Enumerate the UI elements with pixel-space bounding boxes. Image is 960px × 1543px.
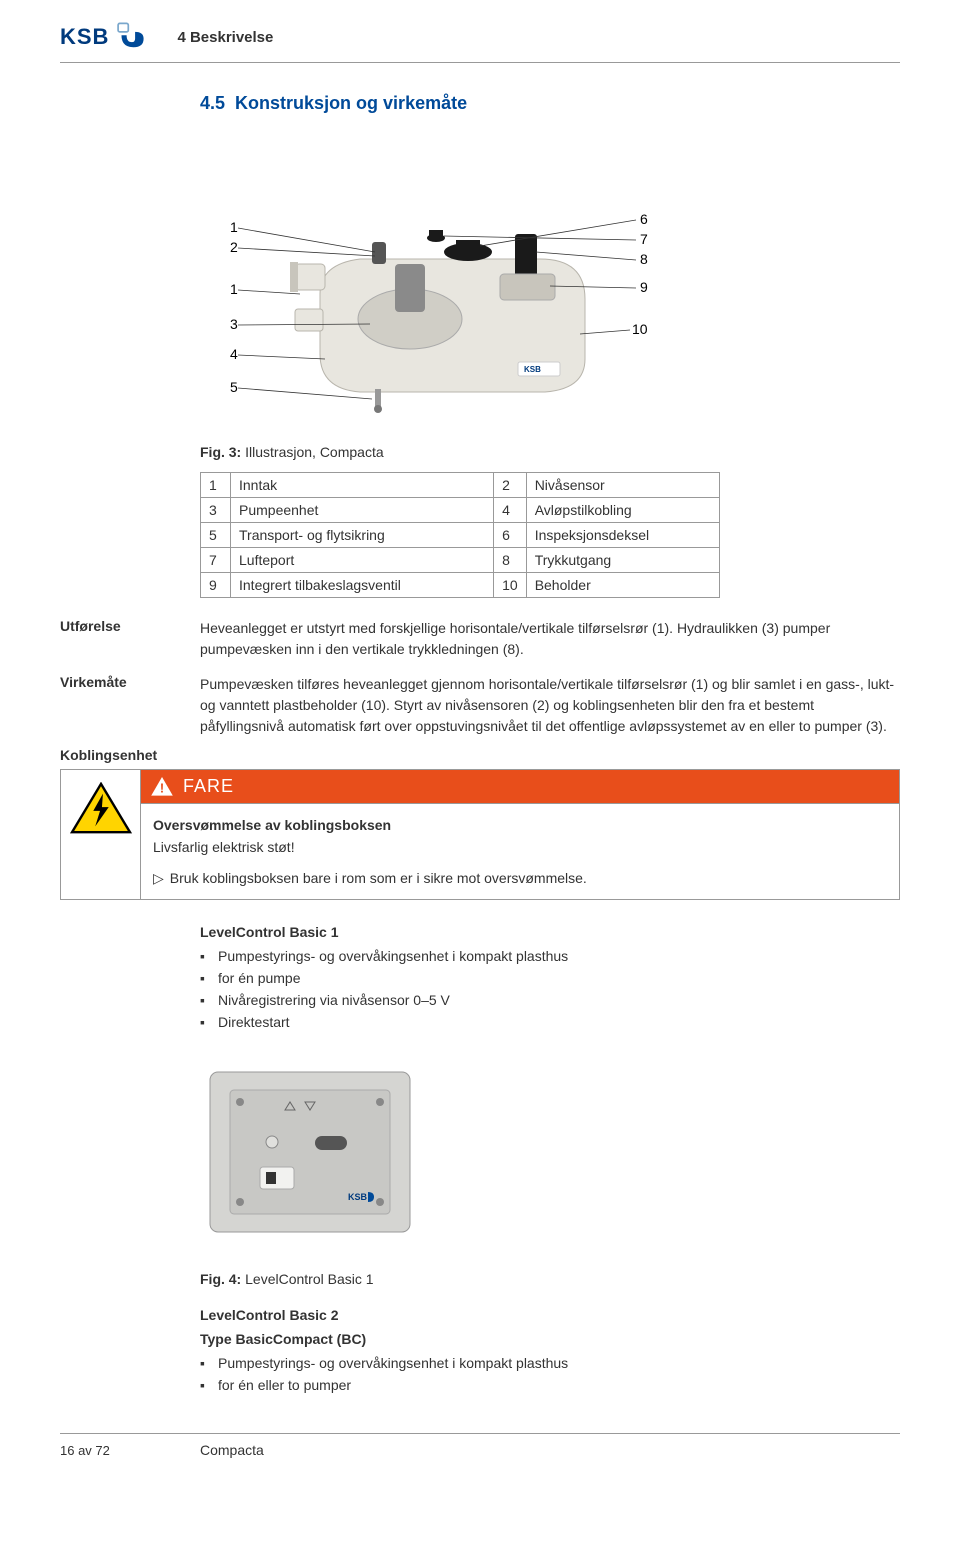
parts-table: 1Inntak2Nivåsensor 3Pumpeenhet4Avløpstilk… — [200, 472, 720, 598]
hazard-box: ! FARE Oversvømmelse av koblingsboksen L… — [60, 769, 900, 900]
pump-diagram: KSB 1 2 1 3 4 5 6 7 8 9 10 — [200, 134, 680, 434]
svg-text:9: 9 — [640, 279, 648, 295]
list-item: Pumpestyrings- og overvåkingsenhet i kom… — [200, 1355, 900, 1371]
part-number: 10 — [494, 573, 527, 598]
hazard-banner-text: FARE — [183, 776, 234, 797]
control-box-illustration: KSB — [200, 1062, 420, 1242]
logo-icon — [113, 20, 147, 54]
svg-text:!: ! — [160, 780, 164, 795]
footer-doc: Compacta — [200, 1442, 264, 1458]
hazard-action-text: Bruk koblingsboksen bare i rom som er i … — [170, 870, 587, 886]
svg-text:3: 3 — [230, 316, 238, 332]
svg-text:1: 1 — [230, 219, 238, 235]
svg-text:5: 5 — [230, 379, 238, 395]
svg-text:8: 8 — [640, 251, 648, 267]
figure4-text: LevelControl Basic 1 — [245, 1271, 373, 1287]
figure-caption: Fig. 3: Illustrasjon, Compacta — [200, 444, 900, 460]
list-item: for én pumpe — [200, 970, 900, 986]
hazard-banner: ! FARE — [141, 770, 899, 803]
figure4-prefix: Fig. 4: — [200, 1271, 241, 1287]
figure-text: Illustrasjon, Compacta — [245, 444, 384, 460]
lc1-bullet-list: Pumpestyrings- og overvåkingsenhet i kom… — [200, 948, 900, 1030]
hazard-subtitle: Livsfarlig elektrisk støt! — [153, 836, 887, 858]
svg-text:KSB: KSB — [524, 365, 541, 374]
section-heading: 4.5 Konstruksjon og virkemåte — [200, 93, 900, 114]
ksb-logo: KSB — [60, 20, 147, 54]
part-number: 8 — [494, 548, 527, 573]
svg-text:4: 4 — [230, 346, 238, 362]
svg-text:6: 6 — [640, 211, 648, 227]
section-number: 4.5 — [200, 93, 225, 113]
part-name: Transport- og flytsikring — [231, 523, 494, 548]
figure-prefix: Fig. 3: — [200, 444, 241, 460]
lc2-heading: LevelControl Basic 2 — [200, 1307, 900, 1323]
part-name: Nivåsensor — [526, 473, 719, 498]
part-name: Inspeksjonsdeksel — [526, 523, 719, 548]
part-name: Lufteport — [231, 548, 494, 573]
svg-text:2: 2 — [230, 239, 238, 255]
hazard-title: Oversvømmelse av koblingsboksen — [153, 814, 887, 836]
def-label: Utførelse — [60, 618, 200, 660]
part-number: 6 — [494, 523, 527, 548]
def-koblingsenhet: Koblingsenhet — [60, 747, 900, 763]
part-name: Integrert tilbakeslagsventil — [231, 573, 494, 598]
list-item: Pumpestyrings- og overvåkingsenhet i kom… — [200, 948, 900, 964]
part-number: 2 — [494, 473, 527, 498]
part-name: Pumpeenhet — [231, 498, 494, 523]
warning-icon: ! — [151, 777, 173, 797]
def-label: Koblingsenhet — [60, 747, 200, 763]
list-item: for én eller to pumper — [200, 1377, 900, 1393]
section-title: Konstruksjon og virkemåte — [235, 93, 467, 113]
lc2-subheading: Type BasicCompact (BC) — [200, 1331, 900, 1347]
lc1-heading: LevelControl Basic 1 — [200, 924, 900, 940]
figure4-caption: Fig. 4: LevelControl Basic 1 — [200, 1271, 900, 1287]
svg-text:10: 10 — [632, 321, 648, 337]
svg-text:1: 1 — [230, 281, 238, 297]
part-name: Trykkutgang — [526, 548, 719, 573]
def-content: Heveanlegget er utstyrt med forskjellige… — [200, 618, 900, 660]
list-item: Nivåregistrering via nivåsensor 0–5 V — [200, 992, 900, 1008]
svg-text:KSB: KSB — [348, 1192, 368, 1202]
page-header: KSB 4 Beskrivelse — [60, 20, 900, 63]
part-number: 5 — [201, 523, 231, 548]
part-number: 3 — [201, 498, 231, 523]
part-name: Beholder — [526, 573, 719, 598]
svg-text:7: 7 — [640, 231, 648, 247]
def-content: Pumpevæsken tilføres heveanlegget gjenno… — [200, 674, 900, 737]
chapter-title: 4 Beskrivelse — [177, 29, 273, 46]
logo-text: KSB — [60, 24, 109, 50]
def-utforelse: Utførelse Heveanlegget er utstyrt med fo… — [60, 618, 900, 660]
page-footer: 16 av 72 Compacta — [60, 1433, 900, 1458]
lc2-bullet-list: Pumpestyrings- og overvåkingsenhet i kom… — [200, 1355, 900, 1393]
electrical-hazard-icon — [70, 782, 132, 836]
part-number: 4 — [494, 498, 527, 523]
part-name: Avløpstilkobling — [526, 498, 719, 523]
hazard-action: ▷Bruk koblingsboksen bare i rom som er i… — [153, 867, 887, 889]
part-number: 7 — [201, 548, 231, 573]
def-label: Virkemåte — [60, 674, 200, 737]
footer-page: 16 av 72 — [60, 1443, 200, 1458]
part-name: Inntak — [231, 473, 494, 498]
part-number: 9 — [201, 573, 231, 598]
def-virkemate: Virkemåte Pumpevæsken tilføres heveanleg… — [60, 674, 900, 737]
list-item: Direktestart — [200, 1014, 900, 1030]
part-number: 1 — [201, 473, 231, 498]
